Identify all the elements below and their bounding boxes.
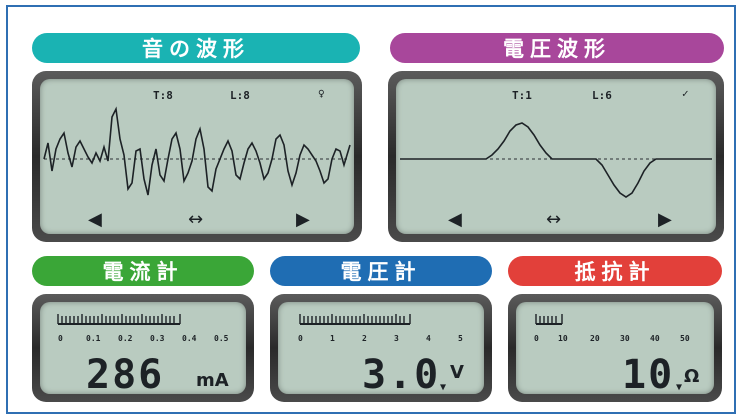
ohmmeter-unit: Ω [684, 366, 699, 387]
ohmmeter-display: 0 10 20 30 40 50 10 Ω ▼ [508, 294, 722, 402]
voltage-wave-display: T:1 L:6 ✓ ◀ ↔ ▶ [388, 71, 724, 242]
voltmeter-tick-5: 5 [458, 334, 463, 343]
ammeter-display: 0 0.1 0.2 0.3 0.4 0.5 286 mA [32, 294, 254, 402]
screen-frame: 音の波形 T:8 L:8 ♀ ◀ ↔ ▶ 電圧波形 T:1 L:6 ✓ ◀ ↔ [6, 5, 736, 414]
ammeter-tick-4: 0.4 [182, 334, 196, 343]
ammeter-tick-0: 0 [58, 334, 63, 343]
ammeter-tick-2: 0.2 [118, 334, 132, 343]
ammeter-title: 電流計 [32, 256, 254, 286]
ohmmeter-reading: 10 [622, 352, 674, 394]
scroll-right-icon[interactable]: ▶ [658, 211, 672, 229]
voltmeter-title: 電圧計 [270, 256, 492, 286]
sound-wave-display: T:8 L:8 ♀ ◀ ↔ ▶ [32, 71, 362, 242]
ohmmeter-tick-4: 40 [650, 334, 660, 343]
ohmmeter-tick-5: 50 [680, 334, 690, 343]
scroll-left-icon[interactable]: ◀ [88, 211, 102, 229]
voltage-wave-title: 電圧波形 [390, 33, 724, 63]
ohmmeter-title: 抵抗計 [508, 256, 722, 286]
ammeter-tick-1: 0.1 [86, 334, 100, 343]
ammeter-reading: 286 [86, 352, 164, 394]
ohmmeter-tick-2: 20 [590, 334, 600, 343]
voltmeter-scale-bar [278, 302, 484, 342]
ohmmeter-tick-1: 10 [558, 334, 568, 343]
ohmmeter-tick-0: 0 [534, 334, 539, 343]
ammeter-unit: mA [196, 370, 229, 391]
ohmmeter-tick-3: 30 [620, 334, 630, 343]
voltmeter-tick-4: 4 [426, 334, 431, 343]
sound-wave-title: 音の波形 [32, 33, 360, 63]
voltmeter-tick-0: 0 [298, 334, 303, 343]
voltmeter-tick-2: 2 [362, 334, 367, 343]
voltmeter-tick-1: 1 [330, 334, 335, 343]
ammeter-tick-5: 0.5 [214, 334, 228, 343]
voltmeter-unit: V [450, 362, 464, 383]
expand-horizontal-icon[interactable]: ↔ [546, 211, 561, 229]
voltmeter-reading: 3.0 [362, 352, 440, 394]
scroll-right-icon[interactable]: ▶ [296, 211, 310, 229]
dropdown-arrow-icon[interactable]: ▼ [440, 382, 446, 393]
voltmeter-display: 0 1 2 3 4 5 3.0 V ▼ [270, 294, 492, 402]
dropdown-arrow-icon[interactable]: ▼ [676, 382, 682, 393]
voltmeter-tick-3: 3 [394, 334, 399, 343]
expand-horizontal-icon[interactable]: ↔ [188, 211, 203, 229]
ammeter-tick-3: 0.3 [150, 334, 164, 343]
scroll-left-icon[interactable]: ◀ [448, 211, 462, 229]
